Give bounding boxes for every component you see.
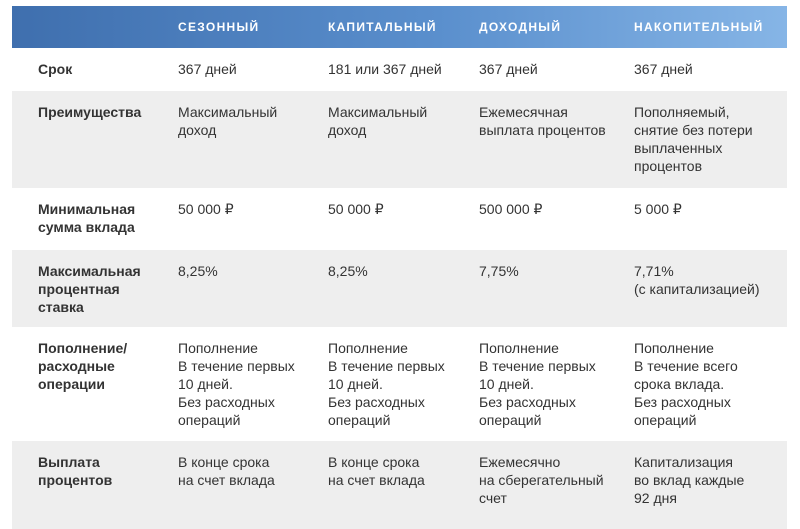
table-cell: Ежемесячно на сберегательный счет [479, 454, 604, 506]
table-row-interest-payout: Выплата процентов В конце срока на счет … [12, 441, 787, 529]
table-cell: 7,75% [479, 263, 519, 279]
table-cell: 5 000 ₽ [634, 201, 682, 217]
table-cell: Максимальный доход [178, 104, 278, 138]
row-label: Срок [38, 61, 73, 77]
table-cell: В конце срока на счет вклада [178, 454, 275, 488]
table-cell: 367 дней [479, 61, 538, 77]
row-label: Выплата процентов [38, 454, 113, 488]
table-row-advantages: Преимущества Максимальный доход Максимал… [12, 91, 787, 188]
table-cell: Максимальный доход [328, 104, 428, 138]
table-cell: 367 дней [178, 61, 237, 77]
column-header-savings: НАКОПИТЕЛЬНЫЙ [634, 20, 764, 34]
table-cell: 8,25% [328, 263, 368, 279]
row-label: Преимущества [38, 104, 142, 120]
row-label: Пополнение/ расходные операции [38, 340, 128, 392]
table-row-operations: Пополнение/ расходные операции Пополнени… [12, 327, 787, 441]
row-label: Минимальная сумма вклада [38, 201, 136, 235]
table-cell: 8,25% [178, 263, 218, 279]
row-label: Максимальная процентная ставка [38, 263, 141, 315]
table-cell: Капитализация во вклад каждые 92 дня [634, 454, 745, 506]
table-row-term: Срок 367 дней 181 или 367 дней 367 дней … [12, 48, 787, 91]
column-header-income: ДОХОДНЫЙ [479, 20, 562, 34]
table-row-max-rate: Максимальная процентная ставка 8,25% 8,2… [12, 250, 787, 327]
table-cell: 367 дней [634, 61, 693, 77]
table-header: СЕЗОННЫЙ КАПИТАЛЬНЫЙ ДОХОДНЫЙ НАКОПИТЕЛЬ… [12, 6, 787, 48]
table-cell: Пополнение В течение первых 10 дней. Без… [479, 340, 596, 428]
table-cell: 500 000 ₽ [479, 201, 543, 217]
column-header-capital: КАПИТАЛЬНЫЙ [328, 20, 437, 34]
table-cell: 7,71% (с капитализацией) [634, 263, 760, 297]
table-cell: Пополнение В течение первых 10 дней. Без… [178, 340, 295, 428]
table-cell: 50 000 ₽ [328, 201, 384, 217]
header-empty-cell [12, 6, 166, 48]
table-cell: В конце срока на счет вклада [328, 454, 425, 488]
table-cell: Пополнение В течение первых 10 дней. Без… [328, 340, 445, 428]
table-cell: Ежемесячная выплата процентов [479, 104, 606, 138]
column-header-seasonal: СЕЗОННЫЙ [178, 20, 260, 34]
table-cell: 181 или 367 дней [328, 61, 442, 77]
table-row-min-deposit: Минимальная сумма вклада 50 000 ₽ 50 000… [12, 188, 787, 250]
table-cell: Пополняемый, снятие без потери выплаченн… [634, 104, 753, 174]
table-cell: Пополнение В течение всего срока вклада.… [634, 340, 738, 428]
table-cell: 50 000 ₽ [178, 201, 234, 217]
deposit-comparison-table: СЕЗОННЫЙ КАПИТАЛЬНЫЙ ДОХОДНЫЙ НАКОПИТЕЛЬ… [12, 6, 787, 529]
